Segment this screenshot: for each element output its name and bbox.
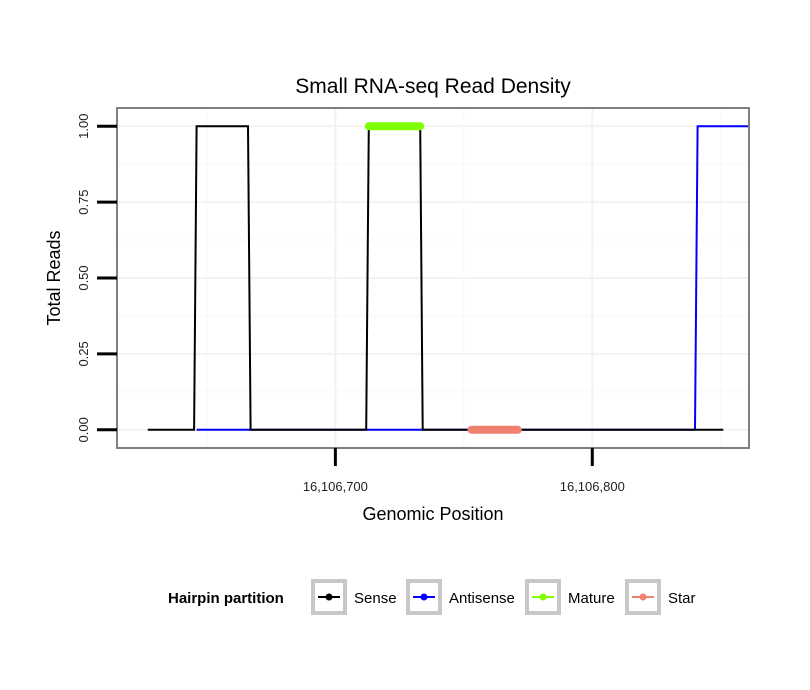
legend-entries: Sense Antisense Mature Star — [311, 579, 696, 615]
legend-item-star: Star — [625, 579, 696, 615]
y-tick-label: 0.75 — [76, 189, 91, 214]
legend-item-antisense: Antisense — [406, 579, 515, 615]
legend: Hairpin partition Sense Antisense Mature St… — [168, 579, 696, 615]
y-tick-label: 0.00 — [76, 417, 91, 442]
plot-panel — [116, 107, 750, 449]
legend-item-mature: Mature — [525, 579, 615, 615]
legend-key-dot — [539, 593, 547, 601]
y-tick-label: 0.25 — [76, 341, 91, 366]
legend-label: Star — [668, 590, 696, 607]
legend-label: Mature — [568, 590, 615, 607]
series-line-sense — [147, 125, 724, 431]
legend-label: Antisense — [449, 590, 515, 607]
x-tick-label: 16,106,800 — [560, 479, 625, 494]
legend-key-dot — [639, 593, 647, 601]
chart-title: Small RNA-seq Read Density — [295, 75, 571, 98]
y-tick-label: 0.50 — [76, 265, 91, 290]
y-axis: 0.00 0.25 0.50 0.75 1.00 — [76, 114, 117, 442]
x-tick-label: 16,106,700 — [303, 479, 368, 494]
legend-key-dot — [420, 593, 428, 601]
x-axis-title: Genomic Position — [362, 504, 503, 524]
legend-label: Sense — [354, 590, 397, 607]
y-axis-title: Total Reads — [44, 230, 64, 325]
legend-item-sense: Sense — [311, 579, 397, 615]
legend-title: Hairpin partition — [168, 590, 284, 607]
y-tick-label: 1.00 — [76, 114, 91, 139]
legend-key-box — [525, 579, 561, 615]
legend-key-dot — [325, 593, 333, 601]
x-axis: 16,106,700 16,106,800 — [303, 448, 625, 494]
series-layer — [147, 122, 749, 434]
